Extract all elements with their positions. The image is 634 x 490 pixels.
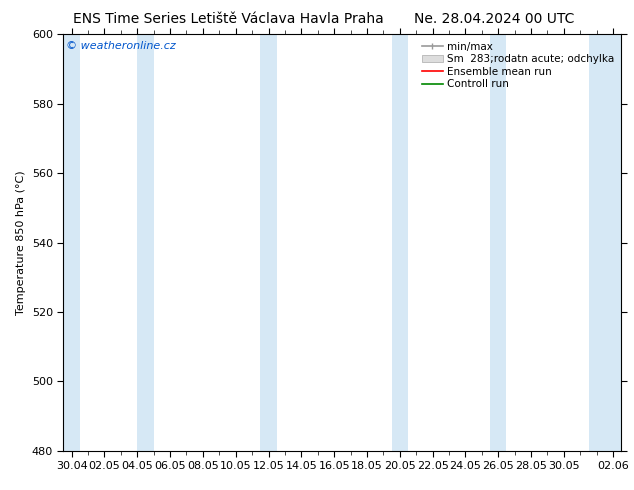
Bar: [63, 34, 80, 451]
Bar: [588, 34, 621, 451]
Y-axis label: Temperature 850 hPa (°C): Temperature 850 hPa (°C): [16, 170, 26, 315]
Bar: [261, 34, 276, 451]
Bar: [490, 34, 507, 451]
Bar: [137, 34, 153, 451]
Text: ENS Time Series Letiště Václava Havla Praha: ENS Time Series Letiště Václava Havla Pr…: [73, 12, 384, 26]
Legend: min/max, Sm  283;rodatn acute; odchylka, Ensemble mean run, Controll run: min/max, Sm 283;rodatn acute; odchylka, …: [420, 40, 616, 92]
Text: © weatheronline.cz: © weatheronline.cz: [66, 41, 176, 50]
Bar: [392, 34, 408, 451]
Text: Ne. 28.04.2024 00 UTC: Ne. 28.04.2024 00 UTC: [415, 12, 574, 26]
